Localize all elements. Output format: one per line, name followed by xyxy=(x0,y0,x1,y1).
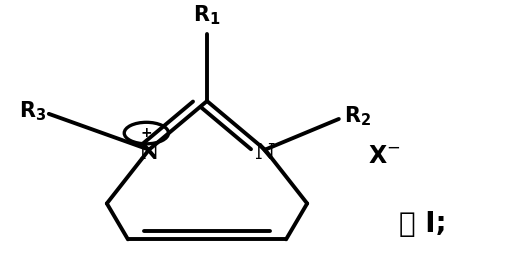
Text: N: N xyxy=(255,142,275,164)
Text: 式 I;: 式 I; xyxy=(400,210,447,238)
Text: +: + xyxy=(140,126,152,140)
Text: $\mathbf{R_1}$: $\mathbf{R_1}$ xyxy=(193,3,221,27)
Text: $\mathbf{R_3}$: $\mathbf{R_3}$ xyxy=(19,99,46,123)
Text: N: N xyxy=(139,142,159,164)
Text: $\mathbf{R_2}$: $\mathbf{R_2}$ xyxy=(344,105,371,128)
Text: X$^{-}$: X$^{-}$ xyxy=(368,144,400,168)
